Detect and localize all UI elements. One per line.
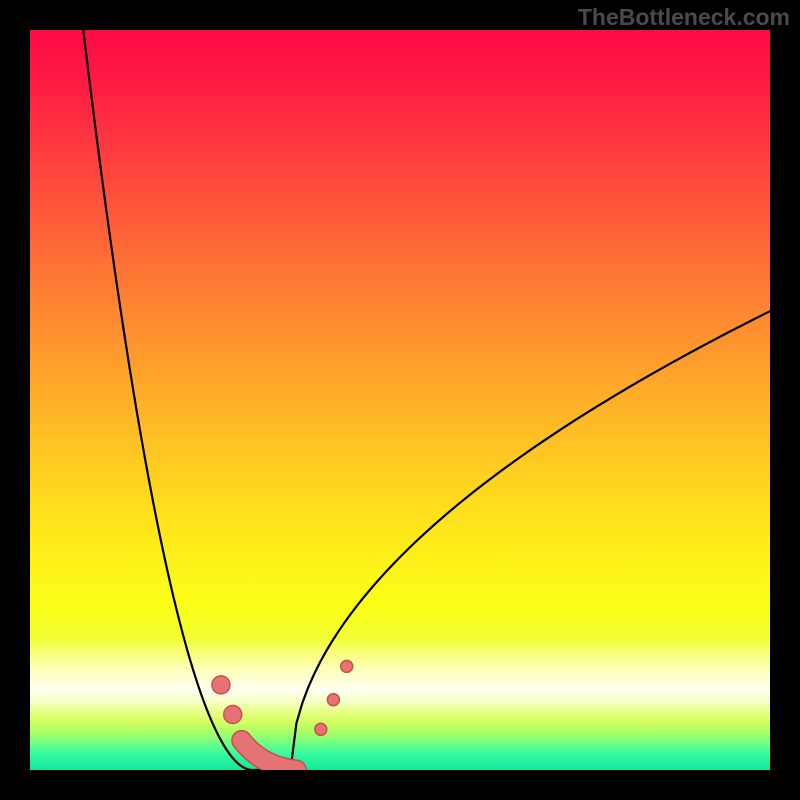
bottleneck-chart (30, 30, 770, 770)
chart-marker (341, 660, 353, 672)
chart-frame: TheBottleneck.com (0, 0, 800, 800)
chart-marker (224, 706, 242, 724)
chart-marker (315, 723, 327, 735)
chart-marker (212, 676, 230, 694)
chart-marker (327, 694, 339, 706)
plot-background (30, 30, 770, 770)
watermark-text: TheBottleneck.com (578, 4, 790, 31)
